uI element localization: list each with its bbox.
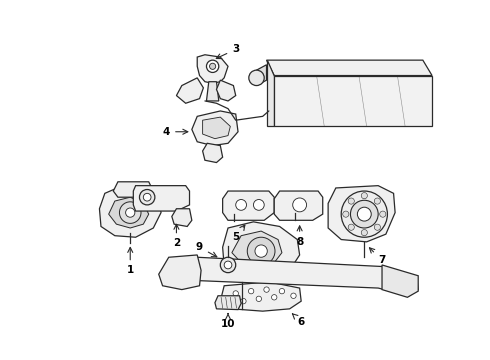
Polygon shape [222,191,274,220]
Circle shape [357,207,371,221]
Text: 9: 9 [196,242,217,257]
Polygon shape [113,182,153,197]
Circle shape [348,198,354,204]
Circle shape [210,63,216,69]
Polygon shape [232,231,282,266]
Polygon shape [109,197,149,228]
Circle shape [343,211,349,217]
Circle shape [206,60,219,72]
Polygon shape [192,111,238,145]
Text: 6: 6 [293,314,305,327]
Polygon shape [99,186,161,237]
Circle shape [341,191,388,237]
Polygon shape [257,65,267,86]
Circle shape [241,298,246,304]
Polygon shape [176,78,203,103]
Circle shape [380,211,386,217]
Text: 2: 2 [173,224,180,248]
Polygon shape [328,186,395,242]
Circle shape [350,200,378,228]
Polygon shape [267,60,274,126]
Circle shape [253,199,264,210]
Circle shape [255,245,268,257]
Polygon shape [217,80,236,101]
Polygon shape [176,257,418,296]
Circle shape [256,296,262,302]
Circle shape [374,224,380,230]
Polygon shape [133,186,190,211]
Text: 10: 10 [221,314,235,329]
Circle shape [348,224,354,230]
Polygon shape [382,265,418,297]
Circle shape [293,198,307,212]
Circle shape [291,293,296,298]
Circle shape [374,198,380,204]
Circle shape [224,261,232,269]
Text: 3: 3 [216,44,239,59]
Text: 7: 7 [369,248,386,265]
Polygon shape [206,82,219,101]
Circle shape [361,193,368,199]
Polygon shape [274,76,432,126]
Polygon shape [197,55,228,83]
Polygon shape [274,191,323,220]
Text: 5: 5 [232,225,245,242]
Polygon shape [215,296,241,310]
Polygon shape [203,143,222,163]
Circle shape [279,288,285,294]
Polygon shape [222,222,300,280]
Circle shape [220,257,236,273]
Circle shape [247,237,275,265]
Circle shape [249,70,264,86]
Text: 1: 1 [126,247,134,275]
Circle shape [143,193,151,201]
Circle shape [264,287,269,292]
Text: 8: 8 [296,226,303,247]
Polygon shape [159,255,201,289]
Polygon shape [203,117,230,139]
Circle shape [236,199,246,210]
Circle shape [140,189,155,205]
Circle shape [248,288,254,294]
Polygon shape [172,209,192,226]
Circle shape [125,208,135,217]
Polygon shape [267,60,432,76]
Polygon shape [220,282,301,311]
Circle shape [271,294,277,300]
Circle shape [120,202,141,223]
Circle shape [233,291,239,296]
Text: 4: 4 [163,127,188,137]
Circle shape [361,230,368,236]
